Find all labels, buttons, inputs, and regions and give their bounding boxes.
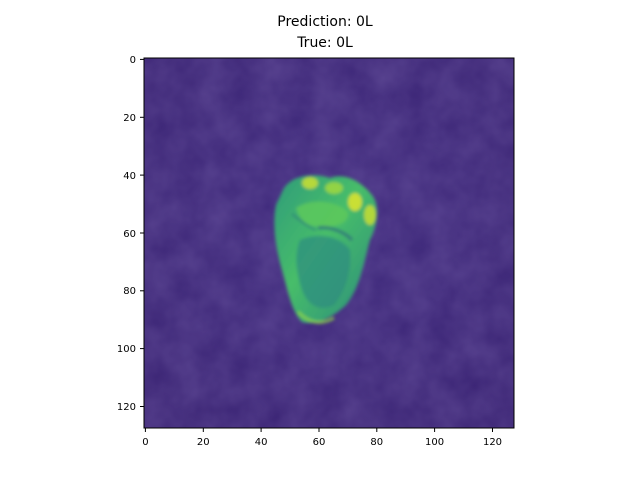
x-tick-label: 20	[197, 437, 210, 448]
y-tick-label: 60	[123, 229, 136, 240]
x-tick-label: 60	[313, 437, 326, 448]
x-tick-label: 100	[425, 437, 444, 448]
y-tick-label: 120	[117, 402, 136, 413]
fist-hand-image	[144, 58, 514, 428]
y-axis: 0 20 40 60 80 100 120	[117, 55, 144, 413]
y-tick-label: 0	[130, 55, 136, 66]
y-tick-label: 80	[123, 286, 136, 297]
x-axis: 0 20 40 60 80 100 120	[142, 428, 502, 448]
x-tick-label: 120	[483, 437, 502, 448]
x-tick-label: 40	[255, 437, 268, 448]
y-tick-label: 20	[123, 113, 136, 124]
axes-frame	[143, 57, 515, 429]
y-tick-label: 100	[117, 344, 136, 355]
x-tick-label: 80	[370, 437, 383, 448]
y-tick-label: 40	[123, 171, 136, 182]
x-tick-label: 0	[142, 437, 148, 448]
title-true-label: True: 0L	[296, 35, 353, 51]
fist-shape	[274, 175, 378, 324]
title-prediction: Prediction: 0L	[277, 14, 373, 30]
